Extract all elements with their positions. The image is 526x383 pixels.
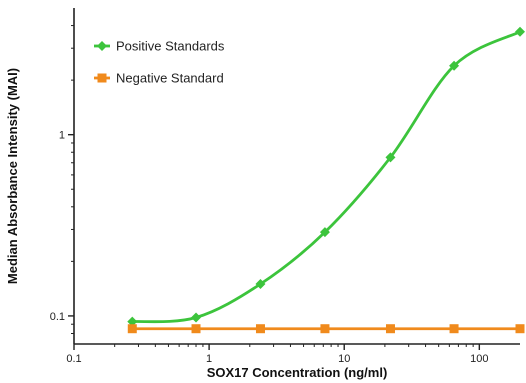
data-point (385, 152, 396, 163)
axes (73, 8, 520, 345)
legend-label: Negative Standard (116, 71, 224, 86)
data-point (320, 324, 330, 334)
legend-item: Positive Standards (94, 39, 225, 54)
x-axis-title: SOX17 Concentration (ng/ml) (207, 365, 388, 380)
legend-item: Negative Standard (94, 71, 224, 86)
y-tick-label: 1 (59, 130, 65, 142)
series-layer (127, 26, 525, 334)
x-tick-label: 0.1 (66, 353, 81, 365)
series-positive-standards (127, 26, 525, 327)
x-tick-label: 10 (338, 353, 350, 365)
data-point (127, 324, 137, 334)
x-tick-label: 1 (206, 353, 212, 365)
ticks: 0.1 1 10 100 0.1 1 (50, 25, 489, 365)
data-point (449, 324, 459, 334)
data-point (191, 324, 201, 334)
data-point (515, 324, 525, 334)
data-point (127, 316, 138, 327)
legend-label: Positive Standards (116, 39, 225, 54)
legend: Positive Standards Negative Standard (94, 39, 225, 86)
legend-marker (97, 41, 107, 51)
data-point (255, 279, 266, 290)
data-point (319, 227, 330, 238)
data-point (385, 324, 395, 334)
y-tick-label: 0.1 (50, 311, 65, 323)
x-tick-label: 100 (470, 353, 488, 365)
series-negative-standard (127, 324, 525, 334)
data-point (255, 324, 265, 334)
data-point (515, 26, 525, 37)
y-axis-title: Median Absorbance Intensity (MAI) (5, 68, 20, 284)
data-point (191, 312, 202, 323)
legend-marker (97, 73, 107, 83)
data-point (449, 60, 460, 71)
